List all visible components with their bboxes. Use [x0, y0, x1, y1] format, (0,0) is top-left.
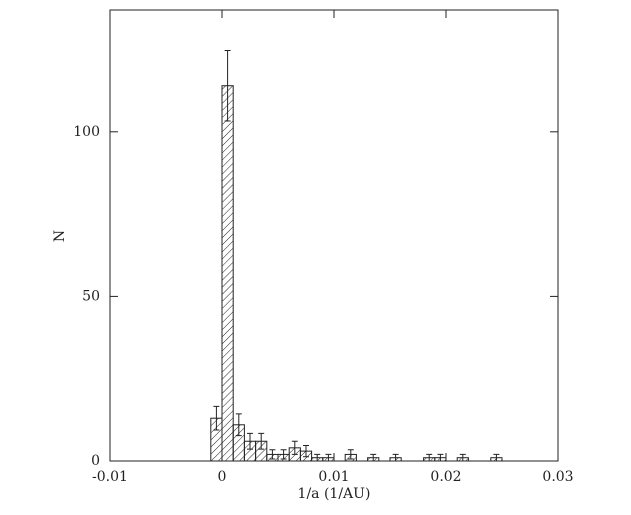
y-tick-label: 100 [73, 124, 100, 140]
error-bar [258, 432, 265, 450]
error-bar [314, 453, 321, 462]
error-bar [224, 49, 231, 122]
error-bar [235, 413, 242, 437]
error-bar [247, 432, 253, 450]
error-bar [325, 453, 332, 462]
error-bar [213, 405, 220, 431]
x-tick-label: 0 [218, 469, 227, 485]
x-tick-label: 0.01 [318, 469, 349, 485]
error-bar [280, 449, 287, 460]
error-bar [426, 453, 433, 462]
y-tick-label: 50 [82, 288, 100, 304]
bar [221, 85, 234, 462]
y-axis-label: N [52, 230, 68, 242]
error-bar [370, 453, 377, 462]
x-tick-label: 0.02 [430, 469, 461, 485]
plot-frame [109, 9, 559, 462]
error-bar [291, 440, 298, 455]
error-bar [392, 453, 399, 462]
error-bar [303, 445, 309, 458]
x-tick-label: -0.01 [92, 469, 128, 485]
error-bar [347, 449, 354, 460]
y-tick-label: 0 [91, 453, 100, 469]
x-tick-label: 0.03 [542, 469, 573, 485]
error-bar [437, 453, 444, 462]
error-bar [269, 449, 276, 460]
error-bar [493, 453, 500, 462]
x-axis-label: 1/a (1/AU) [298, 486, 371, 502]
error-bar [459, 453, 466, 462]
